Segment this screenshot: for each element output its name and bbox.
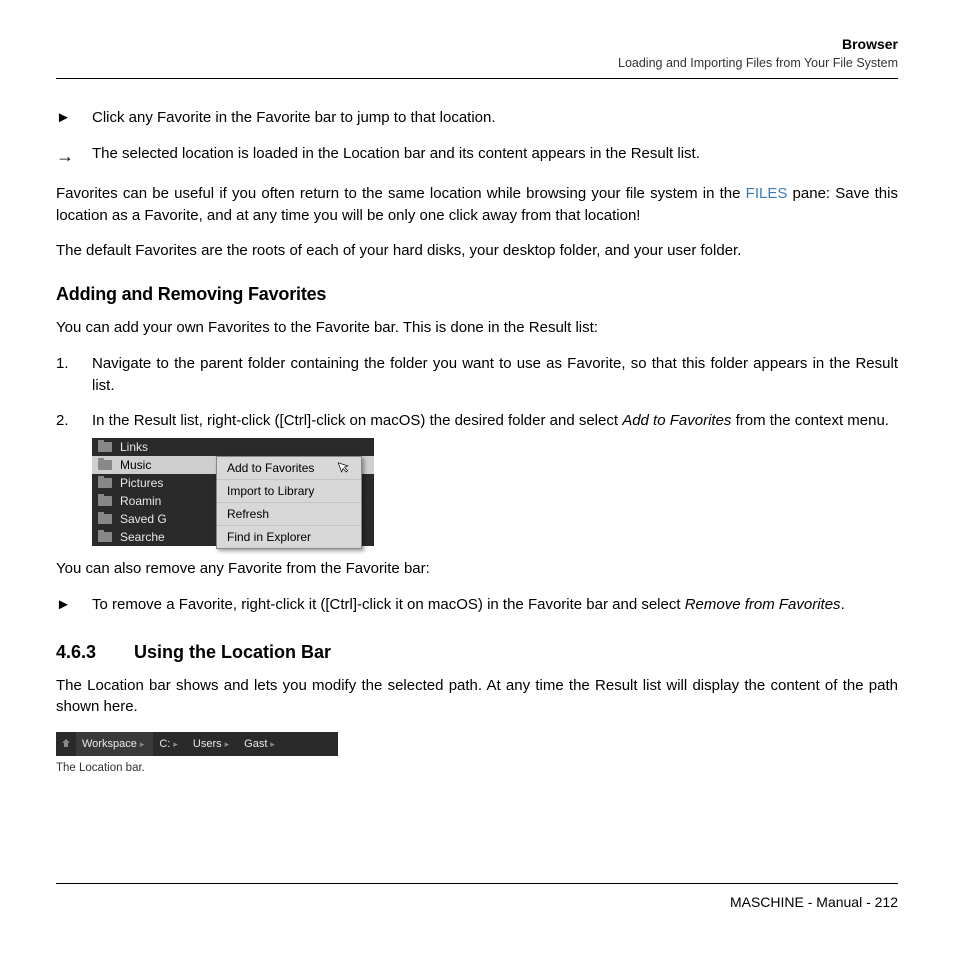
section-number: 4.6.3 xyxy=(56,642,134,663)
step-number: 2. xyxy=(56,410,92,432)
chevron-right-icon: ▸ xyxy=(222,739,233,750)
location-segment[interactable]: Gast▸ xyxy=(238,738,284,750)
step-number: 1. xyxy=(56,353,92,397)
figure-caption: The Location bar. xyxy=(56,762,898,774)
page-header: Browser Loading and Importing Files from… xyxy=(56,36,898,79)
result-arrow: → The selected location is loaded in the… xyxy=(56,143,898,169)
folder-row: Links xyxy=(92,438,374,456)
location-segment[interactable]: Users▸ xyxy=(187,738,238,750)
section-heading-location-bar: 4.6.3Using the Location Bar xyxy=(56,642,898,663)
paragraph: You can add your own Favorites to the Fa… xyxy=(56,317,898,339)
step-1: 1. Navigate to the parent folder contain… xyxy=(56,353,898,397)
play-icon: ► xyxy=(56,594,92,616)
step-text: Navigate to the parent folder containing… xyxy=(92,353,898,397)
folder-icon xyxy=(98,532,112,542)
paragraph: The default Favorites are the roots of e… xyxy=(56,240,898,262)
page-footer: MASCHINE - Manual - 212 xyxy=(56,883,898,910)
bullet-text: Click any Favorite in the Favorite bar t… xyxy=(92,107,898,129)
chevron-right-icon: ▸ xyxy=(267,739,278,750)
folder-icon xyxy=(98,460,112,470)
menu-item-add-favorites[interactable]: Add to Favorites xyxy=(217,457,361,480)
para-text: Favorites can be useful if you often ret… xyxy=(56,185,746,202)
paragraph: You can also remove any Favorite from th… xyxy=(56,558,898,580)
menu-item-find-explorer[interactable]: Find in Explorer xyxy=(217,526,361,548)
step-text: In the Result list, right-click ([Ctrl]-… xyxy=(92,410,898,432)
context-menu-screenshot: Links Music Pictures Roamin Saved G Sear… xyxy=(92,438,374,546)
location-segment[interactable]: C:▸ xyxy=(153,738,187,750)
folder-icon xyxy=(98,478,112,488)
page: Browser Loading and Importing Files from… xyxy=(0,0,954,774)
folder-icon xyxy=(98,442,112,452)
step-2: 2. In the Result list, right-click ([Ctr… xyxy=(56,410,898,432)
up-icon[interactable] xyxy=(56,737,76,752)
chevron-right-icon: ▸ xyxy=(137,739,148,750)
paragraph: Favorites can be useful if you often ret… xyxy=(56,183,898,227)
footer-text: MASCHINE - Manual - 212 xyxy=(730,894,898,910)
chevron-right-icon: ▸ xyxy=(170,739,181,750)
action-bullet: ► To remove a Favorite, right-click it (… xyxy=(56,594,898,616)
location-bar-screenshot: Workspace▸ C:▸ Users▸ Gast▸ xyxy=(56,732,338,756)
section-title: Using the Location Bar xyxy=(134,642,331,662)
menu-item-import[interactable]: Import to Library xyxy=(217,480,361,503)
paragraph: The Location bar shows and lets you modi… xyxy=(56,675,898,719)
arrow-icon: → xyxy=(56,143,92,169)
location-segment[interactable]: Workspace▸ xyxy=(76,732,153,756)
cursor-icon xyxy=(336,459,353,479)
menu-item-refresh[interactable]: Refresh xyxy=(217,503,361,526)
header-title: Browser xyxy=(56,36,898,52)
play-icon: ► xyxy=(56,107,92,129)
action-bullet: ► Click any Favorite in the Favorite bar… xyxy=(56,107,898,129)
bullet-text: To remove a Favorite, right-click it ([C… xyxy=(92,594,898,616)
files-link[interactable]: FILES xyxy=(746,185,788,202)
folder-icon xyxy=(98,514,112,524)
folder-icon xyxy=(98,496,112,506)
context-menu: Add to Favorites Import to Library Refre… xyxy=(216,456,362,549)
subheading-add-remove: Adding and Removing Favorites xyxy=(56,284,898,305)
header-subtitle: Loading and Importing Files from Your Fi… xyxy=(56,56,898,70)
arrow-text: The selected location is loaded in the L… xyxy=(92,143,898,169)
